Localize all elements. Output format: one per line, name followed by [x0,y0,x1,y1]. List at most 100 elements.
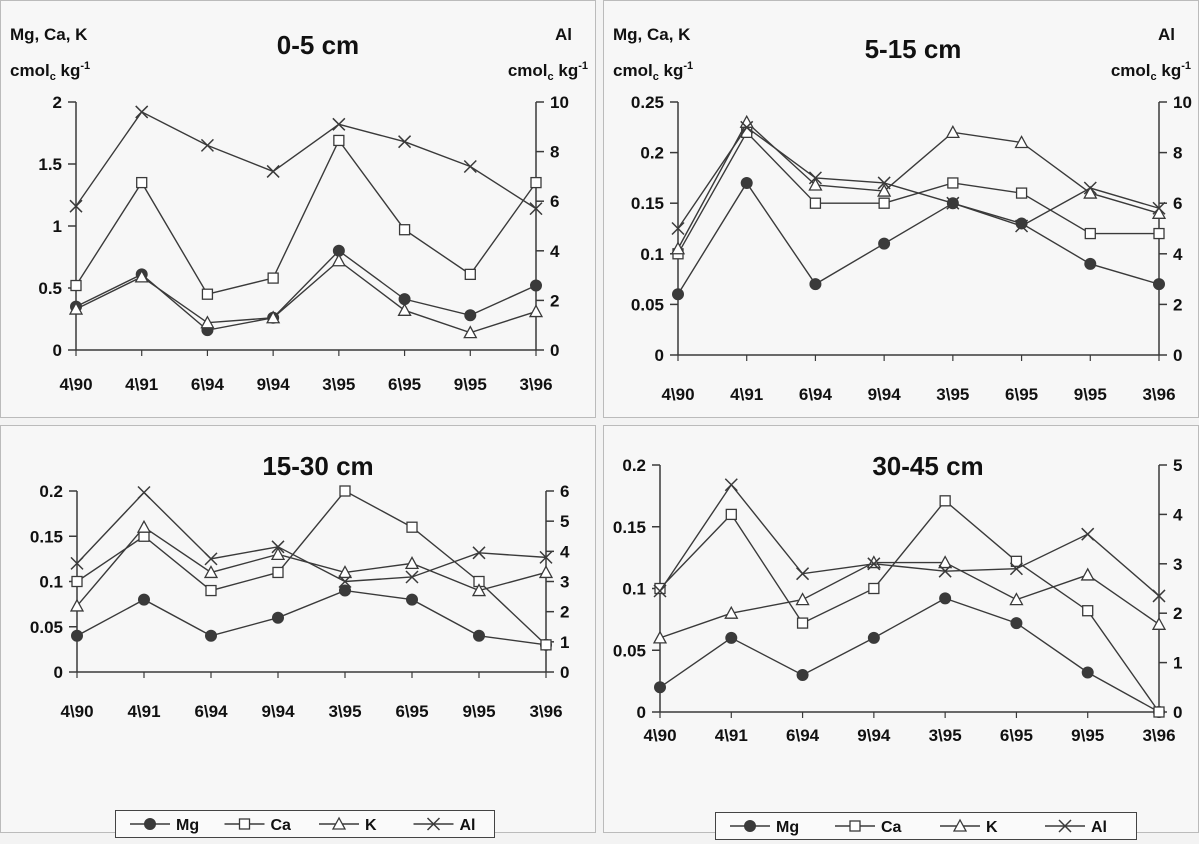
point-k [724,605,739,619]
point-al [796,567,810,581]
point-mg [867,631,880,644]
legend: Mg Ca K Al [715,812,1137,840]
series-ca [71,485,552,651]
series-line-ca [659,499,1160,713]
series-al [70,485,553,589]
point-mg [530,279,542,292]
point-ca [71,575,83,588]
point-al [338,574,352,589]
point-ca [1153,706,1165,718]
series-line-al [75,111,537,210]
right-tick-label: 8 [550,143,559,162]
x-tick-label: 6\94 [194,702,228,721]
point-k [538,565,554,579]
legend-marker-k [952,818,968,832]
point-k [270,546,286,561]
point-mg [740,176,753,189]
left-tick-label: 0.15 [613,518,646,537]
point-k [397,302,412,316]
legend-label: Al [1091,819,1107,836]
chart-title: 15-30 cm [262,451,373,481]
series-al [653,478,1166,603]
point-k [331,253,346,267]
legend-entry-al: Al [1045,819,1107,836]
x-tick-label: 9\94 [261,702,295,721]
right-tick-label: 2 [550,291,559,310]
point-ca [1015,187,1028,199]
series-line-al [76,491,547,583]
right-axis-label: Al [555,25,572,44]
point-ca [272,566,284,579]
x-tick-label: 3\96 [1142,726,1175,745]
series-line-al [677,126,1160,229]
point-mg [1153,278,1165,291]
legend-marker-al [1058,819,1072,833]
chart-svg: 0-5 cm Mg, Ca, K cmolc kg-1 Al cmolc kg-1 0 0.… [0,0,596,418]
point-ca [201,288,214,300]
x-tick-label: 6\95 [1000,726,1033,745]
legend-label: K [365,817,377,834]
series-line-k [75,259,537,334]
point-mg [71,629,83,642]
point-al [867,557,881,571]
point-ca [406,521,418,533]
left-axis-unit: cmolc kg-1 [613,60,693,83]
point-ca [398,224,411,236]
point-k [69,598,85,612]
point-al [472,546,486,560]
point-ca [540,639,552,651]
point-al [653,584,667,598]
point-k [337,565,353,579]
right-tick-label: 2 [1173,295,1182,314]
point-ca [333,134,345,147]
x-tick-label: 3\96 [519,375,552,394]
point-al [1015,219,1029,233]
left-tick-label: 0 [655,346,664,365]
point-k [795,592,810,606]
right-tick-label: 1 [1173,654,1182,673]
chart-svg: 15-30 cm 0 0.05 0.1 0.15 0.2 0 1 2 3 4 5 6 4\90 4\91 6\… [0,425,596,833]
x-tick-label: 3\96 [1142,385,1175,404]
x-tick-label: 3\95 [936,385,969,404]
point-al [332,117,346,131]
point-mg [672,288,684,301]
chart-panel-2: 5-15 cm Mg, Ca, K cmolc kg-1 Al cmolc kg-1 0 0… [603,0,1199,418]
legend-marker-ca [849,820,861,832]
point-k [203,565,219,579]
point-al [877,176,891,190]
right-tick-label: 8 [1173,144,1182,163]
point-al [740,120,754,134]
point-al [69,199,83,213]
series-al [69,105,543,216]
x-tick-label: 9\95 [1071,726,1104,745]
point-al [1009,562,1023,576]
point-mg [1010,617,1023,630]
point-ca [464,268,476,281]
point-al [724,478,738,492]
x-tick-label: 4\90 [643,726,676,745]
point-mg [1081,666,1094,679]
point-k [1083,185,1098,199]
x-tick-label: 9\94 [257,375,291,394]
point-k [200,315,215,329]
point-al [137,485,151,500]
point-mg [809,278,822,291]
right-tick-label: 6 [560,482,569,501]
series-line-k [659,561,1160,639]
legend-label: Ca [881,819,902,836]
x-tick-label: 3\95 [929,726,962,745]
legend-entry-ca: Ca [835,819,902,836]
point-ca [1084,227,1096,240]
left-tick-label: 0.15 [631,194,664,213]
right-tick-label: 4 [550,242,560,261]
series-ca [70,134,542,300]
point-k [1009,592,1024,606]
point-k [1080,567,1095,581]
legend-marker-al [426,817,441,831]
point-al [1083,181,1097,195]
point-al [135,105,149,119]
left-tick-label: 0.05 [613,641,646,660]
x-tick-label: 9\95 [1074,385,1107,404]
panel-frame [603,425,1199,833]
